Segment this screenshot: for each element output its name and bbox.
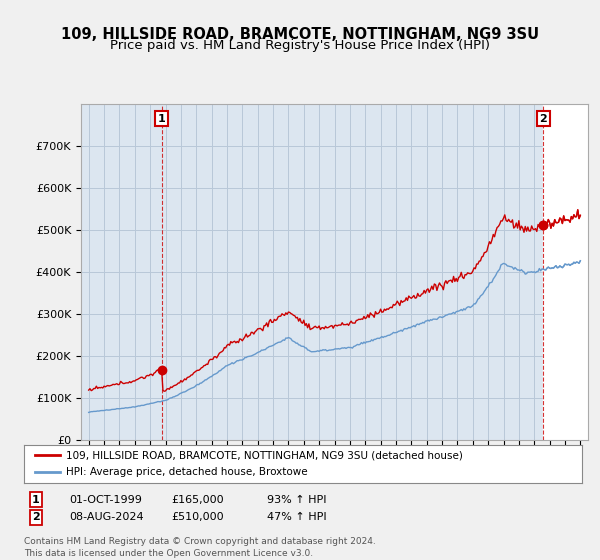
Text: £165,000: £165,000 bbox=[171, 494, 224, 505]
Text: 93% ↑ HPI: 93% ↑ HPI bbox=[267, 494, 326, 505]
Text: 2: 2 bbox=[539, 114, 547, 124]
Text: £510,000: £510,000 bbox=[171, 512, 224, 522]
Text: 109, HILLSIDE ROAD, BRAMCOTE, NOTTINGHAM, NG9 3SU: 109, HILLSIDE ROAD, BRAMCOTE, NOTTINGHAM… bbox=[61, 27, 539, 42]
Text: 01-OCT-1999: 01-OCT-1999 bbox=[69, 494, 142, 505]
Text: 1: 1 bbox=[158, 114, 166, 124]
Text: Contains HM Land Registry data © Crown copyright and database right 2024.
This d: Contains HM Land Registry data © Crown c… bbox=[24, 537, 376, 558]
Text: 109, HILLSIDE ROAD, BRAMCOTE, NOTTINGHAM, NG9 3SU (detached house): 109, HILLSIDE ROAD, BRAMCOTE, NOTTINGHAM… bbox=[66, 450, 463, 460]
Bar bbox=[543, 104, 596, 440]
Text: 47% ↑ HPI: 47% ↑ HPI bbox=[267, 512, 326, 522]
Text: 2: 2 bbox=[32, 512, 40, 522]
Text: 08-AUG-2024: 08-AUG-2024 bbox=[69, 512, 143, 522]
Text: HPI: Average price, detached house, Broxtowe: HPI: Average price, detached house, Brox… bbox=[66, 467, 307, 477]
Text: 1: 1 bbox=[32, 494, 40, 505]
Text: Price paid vs. HM Land Registry's House Price Index (HPI): Price paid vs. HM Land Registry's House … bbox=[110, 39, 490, 53]
